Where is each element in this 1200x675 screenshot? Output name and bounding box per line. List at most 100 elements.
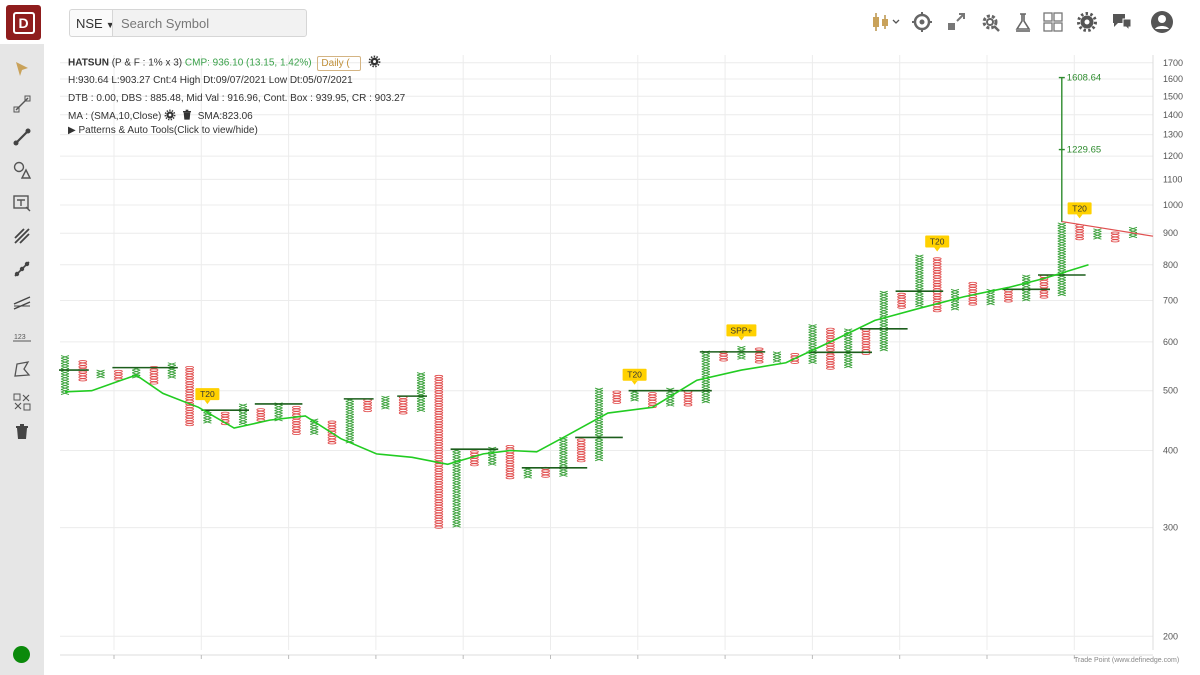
chart-settings-icon[interactable] (368, 55, 381, 71)
o-column (683, 390, 693, 407)
o-box (861, 338, 871, 342)
user-avatar-icon[interactable] (1150, 10, 1174, 34)
badge-label: SPP+ (730, 325, 752, 335)
polygon-tool-icon[interactable] (9, 356, 35, 382)
parallel-lines-icon[interactable] (9, 289, 35, 315)
x-column (737, 345, 746, 360)
o-box (149, 371, 159, 375)
price-tick-label: 600 (1163, 337, 1178, 347)
o-box (576, 446, 586, 450)
chat-help-icon[interactable] (1110, 10, 1134, 34)
settings-gear-icon[interactable] (978, 10, 1002, 34)
o-column (149, 365, 159, 385)
o-column (612, 390, 622, 404)
x-box (488, 454, 497, 459)
x-box (416, 405, 426, 410)
o-box (185, 376, 195, 380)
x-column (238, 403, 248, 426)
badge-bg (925, 235, 950, 248)
x-box (701, 368, 710, 373)
x-box (452, 482, 461, 486)
counter-tool-icon[interactable]: 123 (9, 324, 35, 350)
x-box (915, 272, 924, 277)
o-box (1110, 239, 1120, 243)
x-box (452, 513, 461, 518)
science-icon[interactable] (1011, 10, 1035, 34)
o-box (683, 393, 693, 397)
cursor-icon[interactable] (9, 56, 35, 82)
price-tick-label: 1000 (1163, 200, 1183, 210)
x-box (950, 304, 960, 308)
o-box (576, 438, 586, 442)
badge-label: T20 (930, 236, 945, 246)
pattern-badge: T20 (925, 235, 950, 252)
x-column (915, 254, 924, 308)
trash-icon[interactable] (9, 419, 35, 445)
o-box (78, 378, 88, 382)
o-box (434, 520, 444, 524)
o-box (434, 390, 444, 394)
o-box (826, 358, 835, 362)
o-box (968, 302, 978, 306)
candlestick-icon[interactable] (870, 10, 904, 34)
chart-grid (60, 55, 1154, 659)
ma-delete-icon[interactable] (181, 109, 193, 124)
x-box (310, 423, 319, 428)
o-box (505, 452, 515, 456)
gear-icon[interactable] (1075, 10, 1099, 34)
o-column (576, 438, 586, 463)
o-box (826, 345, 835, 349)
shapes-tool-icon[interactable] (9, 157, 35, 183)
o-box (861, 331, 871, 335)
o-box (719, 353, 728, 357)
x-box (594, 426, 604, 431)
interval-select[interactable]: Daily ( (317, 55, 362, 71)
badge-pointer (1076, 214, 1083, 219)
o-column (469, 450, 479, 467)
compass-icon[interactable] (910, 10, 934, 34)
expand-icon[interactable] (944, 10, 968, 34)
x-box (915, 293, 924, 297)
trendline-tool-icon[interactable] (9, 124, 35, 150)
pattern-annotations: T20 T20 SPP+ T20 T20 (195, 202, 1092, 405)
delete-drawings-icon[interactable] (9, 389, 35, 415)
x-box (345, 406, 354, 410)
x-box (452, 500, 461, 505)
pitchfork-tool-icon[interactable] (9, 223, 35, 249)
x-box (345, 424, 354, 428)
ma-settings-icon[interactable] (164, 109, 176, 124)
o-column (1110, 231, 1120, 243)
rectangle-tool-icon[interactable] (9, 91, 35, 117)
x-box (1022, 274, 1031, 279)
exchange-select[interactable]: NSE ▼ (69, 9, 115, 37)
x-box (844, 354, 853, 358)
x-box (986, 294, 995, 298)
search-input[interactable] (112, 9, 307, 37)
x-box (167, 370, 176, 374)
ray-tool-icon[interactable] (9, 256, 35, 282)
x-box (594, 400, 604, 405)
x-box (594, 444, 604, 449)
layout-grid-icon[interactable] (1041, 10, 1065, 34)
o-box (932, 272, 942, 276)
o-box (683, 400, 693, 404)
text-tool-icon[interactable] (9, 190, 35, 216)
app-logo[interactable]: D (6, 5, 41, 40)
o-box (897, 300, 906, 304)
x-box (808, 352, 817, 357)
x-box (60, 370, 70, 375)
o-box (505, 460, 515, 464)
o-box (220, 411, 230, 415)
o-box (576, 451, 586, 455)
x-box (701, 397, 710, 401)
x-column (772, 351, 782, 363)
symbol-name[interactable]: HATSUN (68, 57, 109, 69)
price-tick-label: 500 (1163, 386, 1178, 396)
x-box (238, 413, 248, 418)
o-box (398, 398, 408, 402)
patterns-toggle[interactable]: ▶ Patterns & Auto Tools(Click to view/hi… (68, 125, 258, 136)
o-box (434, 442, 444, 446)
o-box (434, 445, 444, 449)
o-box (1039, 290, 1049, 294)
